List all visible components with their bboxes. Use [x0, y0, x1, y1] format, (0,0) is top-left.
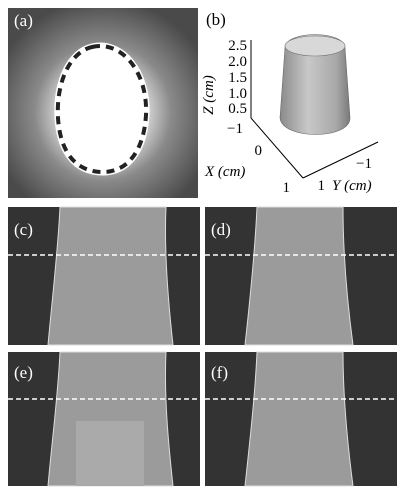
x-tick-label: −1	[227, 121, 243, 137]
z-tick-label: 1.0	[228, 86, 247, 102]
vessel	[48, 207, 173, 345]
panel-e: (e)	[8, 352, 200, 486]
z-tick-label: 2.5	[228, 38, 247, 54]
cylinder-top	[285, 36, 345, 56]
panel-f: (f)	[205, 352, 397, 486]
y-tick-label: 1	[318, 178, 326, 194]
panel-d: (d)	[205, 207, 397, 345]
vessel	[245, 207, 353, 345]
region	[76, 421, 144, 486]
z-tick-label: 0.5	[228, 101, 247, 117]
x-tick-label: 1	[283, 180, 291, 196]
panel-label: (b)	[206, 10, 226, 29]
x-tick-label: 0	[255, 143, 263, 159]
vessel	[245, 352, 353, 486]
y-axis-label: Y (cm)	[332, 178, 372, 194]
panel-label: (e)	[14, 363, 33, 382]
panel-c: (c)	[8, 207, 200, 345]
z-tick-label: 1.5	[228, 70, 247, 86]
panel-label: (c)	[14, 220, 33, 239]
figure: (a) (b) 2.5 2.0 1.5 1.0 0.5 Z (cm) −1 0 …	[0, 0, 405, 490]
z-axis-label: Z (cm)	[201, 75, 217, 115]
panel-label: (f)	[211, 363, 228, 382]
x-axis-label: X (cm)	[204, 164, 245, 180]
panel-label: (a)	[14, 11, 33, 30]
z-tick-label: 2.0	[228, 54, 247, 70]
y-tick-label: −1	[356, 156, 372, 172]
panel-a: (a)	[8, 8, 198, 198]
panel-label: (d)	[211, 220, 231, 239]
panel-b: (b) 2.5 2.0 1.5 1.0 0.5 Z (cm) −1 0 1 X …	[201, 10, 378, 196]
page: {"panel_labels": ["(a)", "(b)", "(c)", "…	[0, 0, 405, 490]
